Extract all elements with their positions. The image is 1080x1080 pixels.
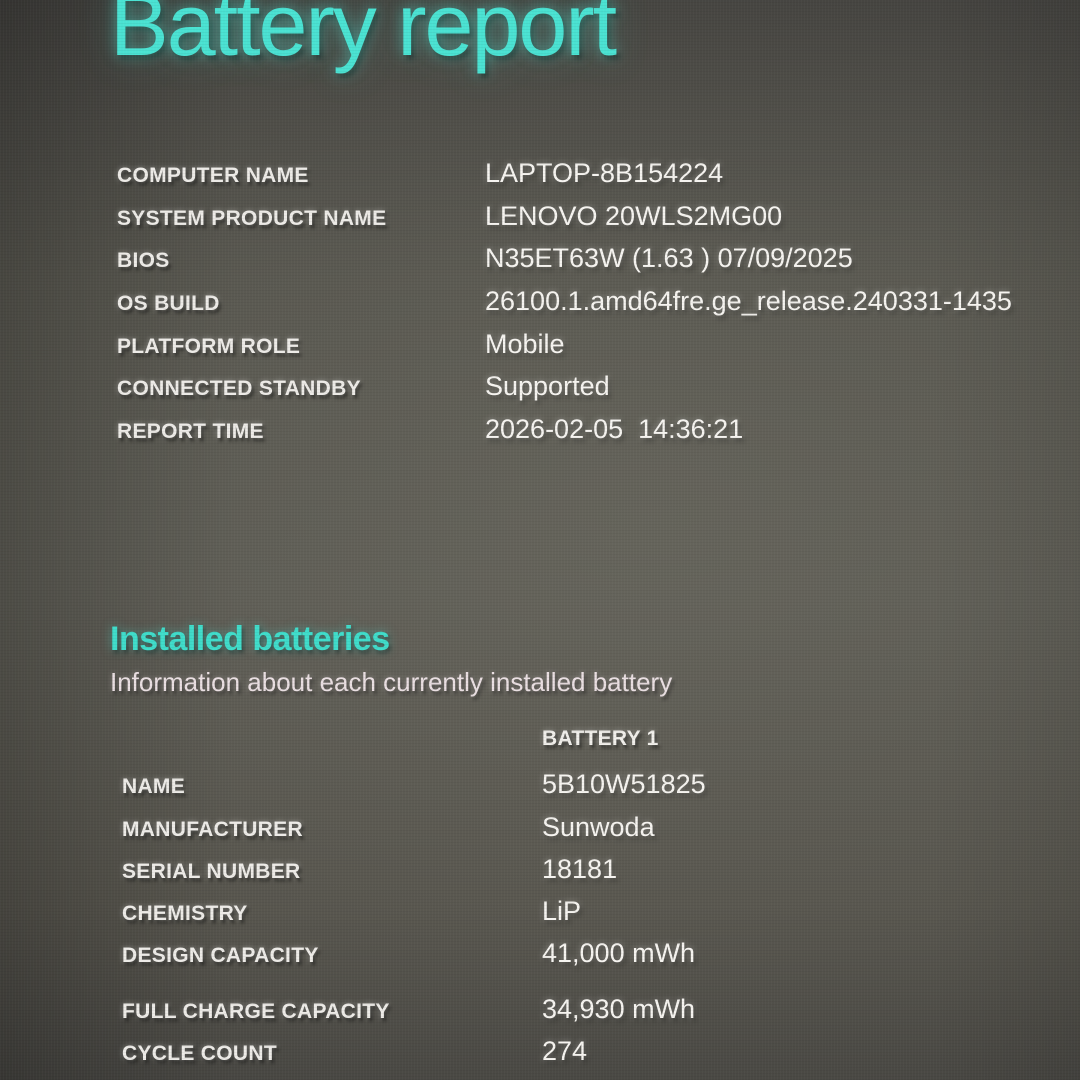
row-value: 41,000 mWh	[542, 938, 696, 969]
row-label: OS BUILD	[117, 292, 220, 316]
row-value: 2026-02-05 14:36:21	[485, 414, 744, 445]
row-value: 18181	[542, 853, 618, 884]
table-row: MANUFACTURER Sunwoda	[122, 812, 706, 854]
table-row: SYSTEM PRODUCT NAME LENOVO 20WLS2MG00	[117, 201, 1012, 244]
table-row: CHEMISTRY LiP	[122, 896, 706, 938]
row-label: CHEMISTRY	[122, 902, 248, 926]
row-value: LAPTOP-8B154224	[485, 158, 724, 188]
table-row: BIOS N35ET63W (1.63 ) 07/09/2025	[117, 243, 1012, 286]
row-value: Supported	[485, 371, 610, 402]
row-label: CONNECTED STANDBY	[117, 377, 361, 401]
table-row: OS BUILD 26100.1.amd64fre.ge_release.240…	[117, 286, 1012, 329]
row-value: 34,930 mWh	[542, 993, 696, 1024]
row-value: LiP	[542, 896, 582, 927]
row-value: Mobile	[485, 328, 565, 359]
row-value: 5B10W51825	[542, 769, 706, 800]
row-label: SERIAL NUMBER	[122, 859, 301, 883]
table-row: CONNECTED STANDBY Supported	[117, 371, 1012, 414]
table-row: FULL CHARGE CAPACITY 34,930 mWh	[122, 994, 706, 1036]
table-row: CYCLE COUNT 274	[122, 1036, 706, 1078]
row-label: NAME	[122, 775, 186, 799]
row-label: MANUFACTURER	[122, 817, 303, 841]
table-row: NAME 5B10W51825	[122, 769, 706, 811]
table-row: PLATFORM ROLE Mobile	[117, 329, 1012, 372]
row-value: 274	[542, 1036, 588, 1067]
table-row: REPORT TIME 2026-02-05 14:36:21	[117, 414, 1012, 457]
row-label: CYCLE COUNT	[122, 1042, 277, 1066]
battery-column-header: BATTERY 1	[542, 727, 659, 750]
section-heading-installed-batteries: Installed batteries	[110, 620, 390, 658]
page-title: Battery report	[110, 0, 617, 74]
system-info-table: COMPUTER NAME LAPTOP-8B154224 SYSTEM PRO…	[117, 158, 1012, 457]
row-value: 26100.1.amd64fre.ge_release.240331-1435	[485, 286, 1012, 317]
row-label: PLATFORM ROLE	[117, 334, 301, 358]
section-subtitle: Information about each currently install…	[110, 667, 673, 697]
table-row: COMPUTER NAME LAPTOP-8B154224	[117, 158, 1012, 201]
row-value: N35ET63W (1.63 ) 07/09/2025	[485, 243, 853, 274]
table-row: SERIAL NUMBER 18181	[122, 854, 706, 896]
row-label: REPORT TIME	[117, 420, 264, 444]
row-label: FULL CHARGE CAPACITY	[122, 999, 390, 1023]
row-value: Sunwoda	[542, 811, 655, 842]
row-label: COMPUTER NAME	[117, 164, 309, 187]
row-value: LENOVO 20WLS2MG00	[485, 200, 783, 231]
installed-batteries-table: BATTERY 1 NAME 5B10W51825 MANUFACTURER S…	[122, 727, 706, 1078]
table-header-row: BATTERY 1	[122, 727, 706, 769]
row-label: DESIGN CAPACITY	[122, 944, 319, 968]
row-label: SYSTEM PRODUCT NAME	[117, 206, 387, 230]
row-label: BIOS	[117, 249, 170, 273]
table-row: DESIGN CAPACITY 41,000 mWh	[122, 938, 706, 980]
